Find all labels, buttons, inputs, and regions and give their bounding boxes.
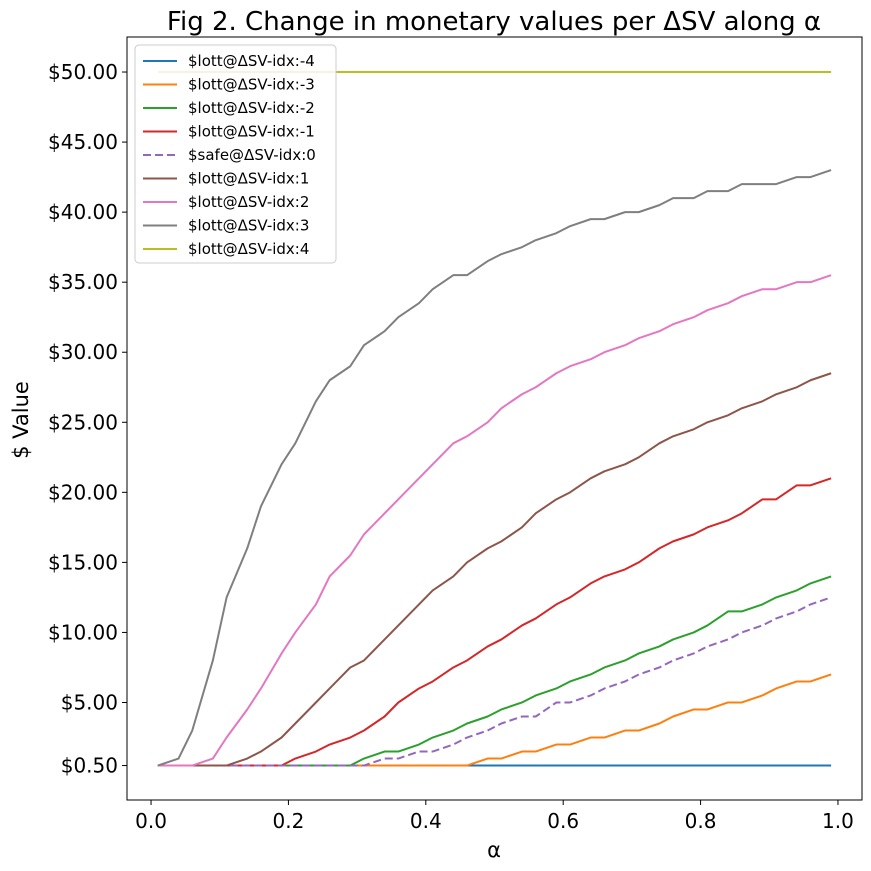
x-tick-label: 0.2 xyxy=(273,809,305,833)
legend-label: $lott@ΔSV-idx:2 xyxy=(188,193,309,211)
legend-label: $lott@ΔSV-idx:1 xyxy=(188,170,309,188)
series-line-7 xyxy=(157,169,832,767)
axes: 0.0 0.2 0.4 0.6 0.8 1.0 $0.50 $5.00 $10.00 $15.00… xyxy=(48,60,854,833)
series-line-6 xyxy=(157,274,832,767)
legend-label: $lott@ΔSV-idx:-1 xyxy=(188,123,315,141)
legend-label: $lott@ΔSV-idx:4 xyxy=(188,240,309,258)
chart-title: Fig 2. Change in monetary values per ΔSV… xyxy=(167,7,821,37)
x-axis-label: α xyxy=(487,838,501,862)
y-axis-label: $ Value xyxy=(9,381,33,459)
x-tick-label: 1.0 xyxy=(822,809,854,833)
series-line-2 xyxy=(157,575,832,767)
series-line-5 xyxy=(157,372,832,767)
legend-label: $lott@ΔSV-idx:3 xyxy=(188,217,309,235)
legend-label: $lott@ΔSV-idx:-2 xyxy=(188,99,315,117)
x-tick-label: 0.4 xyxy=(410,809,442,833)
plot-area xyxy=(157,71,832,767)
y-tick-label: $50.00 xyxy=(48,60,118,84)
x-tick-label: 0.6 xyxy=(547,809,579,833)
legend-box xyxy=(134,44,337,264)
y-tick-label: $10.00 xyxy=(48,620,118,644)
plot-frame xyxy=(126,36,863,801)
legend: $lott@ΔSV-idx:-4 $lott@ΔSV-idx:-3 $lott@ΔS… xyxy=(134,44,337,264)
y-tick-label: $35.00 xyxy=(48,270,118,294)
legend-label: $lott@ΔSV-idx:-3 xyxy=(188,76,315,94)
legend-label: $lott@ΔSV-idx:-4 xyxy=(188,52,315,70)
x-tick-label: 0.0 xyxy=(135,809,167,833)
y-tick-label: $5.00 xyxy=(61,690,118,714)
y-tick-label: $15.00 xyxy=(48,550,118,574)
y-tick-label: $0.50 xyxy=(61,754,118,778)
y-tick-label: $30.00 xyxy=(48,340,118,364)
legend-label: $safe@ΔSV-idx:0 xyxy=(188,146,316,164)
y-tick-label: $20.00 xyxy=(48,480,118,504)
series-line-3 xyxy=(157,477,832,767)
y-tick-label: $25.00 xyxy=(48,410,118,434)
y-tick-label: $40.00 xyxy=(48,200,118,224)
x-tick-label: 0.8 xyxy=(685,809,717,833)
y-tick-label: $45.00 xyxy=(48,130,118,154)
series-line-4 xyxy=(157,596,832,767)
